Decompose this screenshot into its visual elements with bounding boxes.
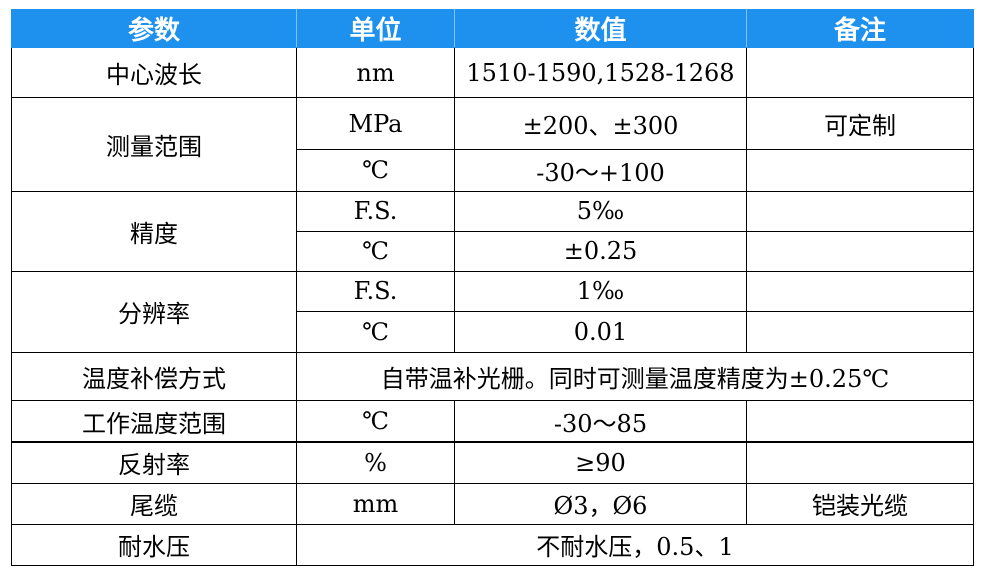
note-cell — [746, 46, 974, 99]
table-row: ℃ ±0.25 — [12, 230, 974, 272]
table-row: ℃ -30～+100 — [12, 149, 974, 192]
param-cell: 测量范围 — [11, 97, 297, 192]
note-cell — [746, 149, 974, 192]
spec-table: 参数 单位 数值 备注 中心波长 nm 1510-1590,1528-1268 … — [11, 9, 974, 567]
value-cell: 1‰ — [454, 270, 747, 312]
note-cell — [746, 230, 974, 272]
unit-cell: % — [296, 440, 455, 484]
table-row: 精度 F.S. 5‰ — [11, 190, 974, 272]
table-row: 尾缆 mm Ø3，Ø6 铠装光缆 — [11, 482, 974, 525]
unit-cell: ℃ — [296, 230, 455, 272]
param-cell: 尾缆 — [11, 482, 297, 525]
note-cell: 铠装光缆 — [746, 482, 974, 525]
value-cell: -30～85 — [454, 400, 747, 443]
table-row: 测量范围 MPa ±200、±300 可定制 — [11, 97, 974, 192]
param-cell: 反射率 — [11, 440, 297, 484]
value-cell: ≥90 — [454, 440, 747, 484]
param-cell: 中心波长 — [11, 46, 297, 99]
table-header-row: 参数 单位 数值 备注 — [11, 9, 974, 48]
note-cell — [746, 270, 974, 312]
header-param: 参数 — [11, 9, 297, 48]
table-row: 反射率 % ≥90 — [11, 440, 974, 484]
note-cell — [746, 400, 974, 443]
param-cell: 分辨率 — [11, 270, 297, 354]
header-unit: 单位 — [296, 9, 455, 48]
table-row: 中心波长 nm 1510-1590,1528-1268 — [11, 46, 974, 99]
param-cell: 耐水压 — [11, 523, 297, 567]
value-cell: ±200、±300 — [454, 97, 747, 151]
value-cell-merged: 不耐水压，0.5、1 — [296, 523, 974, 567]
table-row: 分辨率 F.S. 1‰ — [11, 270, 974, 354]
value-cell-merged: 自带温补光栅。同时可测量温度精度为±0.25℃ — [296, 352, 974, 402]
header-note: 备注 — [746, 9, 974, 48]
value-cell: ±0.25 — [454, 230, 747, 272]
table-row: 温度补偿方式 自带温补光栅。同时可测量温度精度为±0.25℃ — [11, 352, 974, 402]
unit-cell: F.S. — [296, 270, 455, 312]
unit-cell: MPa — [296, 97, 455, 151]
table-row: 工作温度范围 ℃ -30～85 — [11, 400, 974, 443]
value-cell: 1510-1590,1528-1268 — [454, 46, 747, 99]
param-cell: 精度 — [11, 190, 297, 272]
unit-cell: F.S. — [296, 190, 455, 232]
note-cell — [746, 440, 974, 484]
value-cell: -30～+100 — [454, 149, 747, 192]
note-cell: 可定制 — [746, 97, 974, 151]
header-value: 数值 — [454, 9, 747, 48]
value-cell: 0.01 — [454, 310, 747, 354]
unit-cell: ℃ — [296, 310, 455, 354]
unit-cell: mm — [296, 482, 455, 525]
table-row: ℃ 0.01 — [12, 310, 974, 354]
unit-cell: ℃ — [296, 400, 455, 443]
param-cell: 温度补偿方式 — [11, 352, 297, 402]
unit-cell: nm — [296, 46, 455, 99]
note-cell — [746, 310, 974, 354]
value-cell: 5‰ — [454, 190, 747, 232]
note-cell — [746, 190, 974, 232]
value-cell: Ø3，Ø6 — [454, 482, 747, 525]
table-row: 耐水压 不耐水压，0.5、1 — [11, 523, 974, 567]
unit-cell: ℃ — [296, 149, 455, 192]
param-cell: 工作温度范围 — [11, 400, 297, 443]
